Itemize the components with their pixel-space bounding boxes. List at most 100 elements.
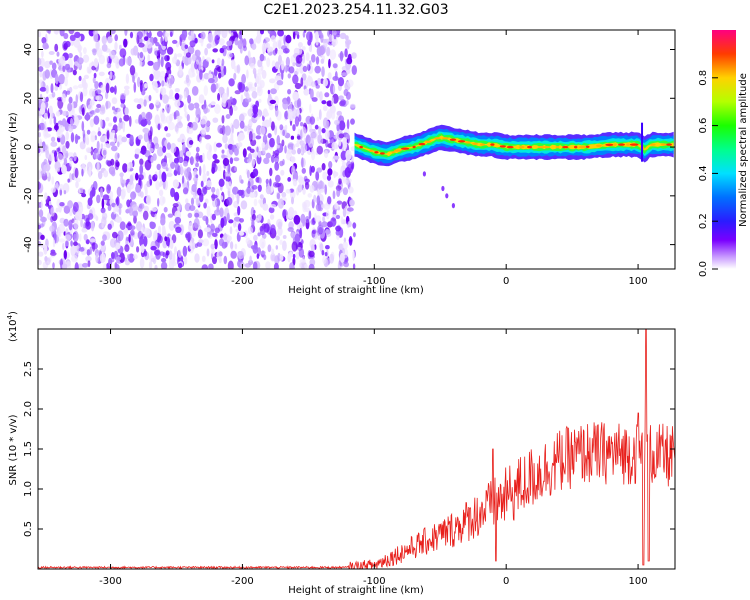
noise-blob — [211, 247, 215, 255]
noise-blob — [270, 252, 276, 262]
noise-blob — [59, 55, 66, 65]
noise-blob — [321, 249, 325, 256]
noise-blob — [107, 185, 112, 191]
noise-blob — [127, 254, 130, 260]
noise-blob — [185, 74, 190, 84]
noise-blob — [280, 169, 285, 176]
noise-blob — [305, 216, 310, 224]
noise-blob — [344, 167, 351, 178]
noise-blob — [185, 151, 191, 157]
noise-blob — [292, 31, 296, 40]
noise-blob — [194, 49, 201, 57]
noise-blob — [170, 142, 177, 154]
noise-blob — [40, 234, 45, 240]
noise-blob — [95, 108, 100, 113]
noise-blob — [244, 263, 251, 268]
noise-blob — [339, 32, 347, 40]
noise-blob — [291, 196, 294, 205]
noise-blob — [233, 118, 240, 130]
noise-blob — [210, 101, 216, 106]
noise-blob — [108, 122, 113, 127]
noise-blob — [275, 235, 280, 241]
noise-blob — [200, 180, 204, 188]
noise-blob — [259, 126, 266, 136]
noise-blob — [334, 202, 339, 210]
signal-peak — [618, 143, 625, 146]
noise-blob — [352, 250, 355, 261]
noise-blob — [123, 85, 130, 90]
noise-blob — [291, 149, 297, 155]
signal-peak — [596, 144, 602, 147]
noise-blob — [274, 95, 279, 107]
spectrogram-x-label: Height of straight line (km) — [288, 285, 424, 296]
noise-blob — [50, 83, 54, 94]
noise-blob — [62, 110, 69, 117]
noise-blob — [270, 88, 277, 95]
noise-blob — [75, 181, 79, 189]
noise-blob — [95, 252, 99, 264]
noise-blob — [74, 167, 79, 179]
noise-blob — [112, 129, 116, 135]
noise-blob — [224, 143, 229, 150]
noise-blob — [182, 245, 188, 257]
noise-blob — [233, 72, 237, 81]
noise-blob — [150, 245, 157, 251]
y-tick-label: -20 — [23, 188, 34, 204]
noise-blob — [276, 135, 281, 146]
noise-blob — [155, 99, 160, 106]
noise-blob — [267, 89, 271, 95]
noise-blob — [41, 37, 47, 44]
noise-blob — [330, 96, 335, 107]
noise-blob — [157, 50, 161, 56]
noise-blob — [234, 166, 237, 172]
noise-blob — [114, 41, 118, 51]
spectrogram-y-label: Frequency (Hz) — [8, 112, 19, 188]
noise-blob — [54, 168, 61, 173]
noise-blob — [219, 195, 224, 201]
noise-blob — [255, 75, 260, 84]
noise-blob — [287, 73, 291, 79]
noise-blob — [64, 63, 71, 71]
noise-blob — [185, 233, 189, 239]
noise-blob — [43, 121, 47, 132]
noise-blob — [137, 76, 141, 88]
noise-blob — [188, 67, 195, 78]
noise-blob — [264, 119, 271, 128]
noise-blob — [100, 240, 105, 246]
noise-blob — [273, 157, 279, 163]
signal-peak — [412, 145, 416, 149]
noise-blob — [293, 214, 301, 225]
noise-blob — [279, 239, 283, 245]
noise-blob — [56, 153, 64, 163]
noise-blob — [331, 142, 338, 150]
noise-blob — [109, 238, 117, 248]
noise-blob — [197, 229, 203, 239]
noise-blob — [304, 264, 308, 269]
noise-blob — [221, 58, 225, 67]
noise-blob — [216, 205, 220, 213]
noise-blob — [252, 158, 256, 165]
noise-blob — [44, 112, 48, 120]
noise-blob — [212, 232, 218, 237]
noise-blob — [191, 86, 199, 96]
noise-blob — [272, 49, 277, 56]
noise-blob — [106, 55, 109, 63]
noise-blob — [236, 193, 240, 205]
noise-blob — [97, 131, 102, 137]
noise-blob — [275, 174, 281, 183]
noise-blob — [268, 207, 275, 214]
noise-blob — [258, 33, 262, 43]
noise-blob — [287, 89, 292, 95]
noise-blob — [44, 192, 48, 200]
noise-blob — [351, 65, 357, 76]
signal-peak — [369, 149, 374, 152]
noise-blob — [342, 140, 348, 150]
noise-blob — [149, 73, 154, 82]
noise-blob — [327, 72, 332, 80]
noise-blob — [329, 49, 337, 60]
noise-blob — [112, 231, 118, 239]
noise-blob — [349, 199, 355, 207]
noise-blob — [117, 107, 122, 119]
noise-blob — [54, 183, 60, 190]
